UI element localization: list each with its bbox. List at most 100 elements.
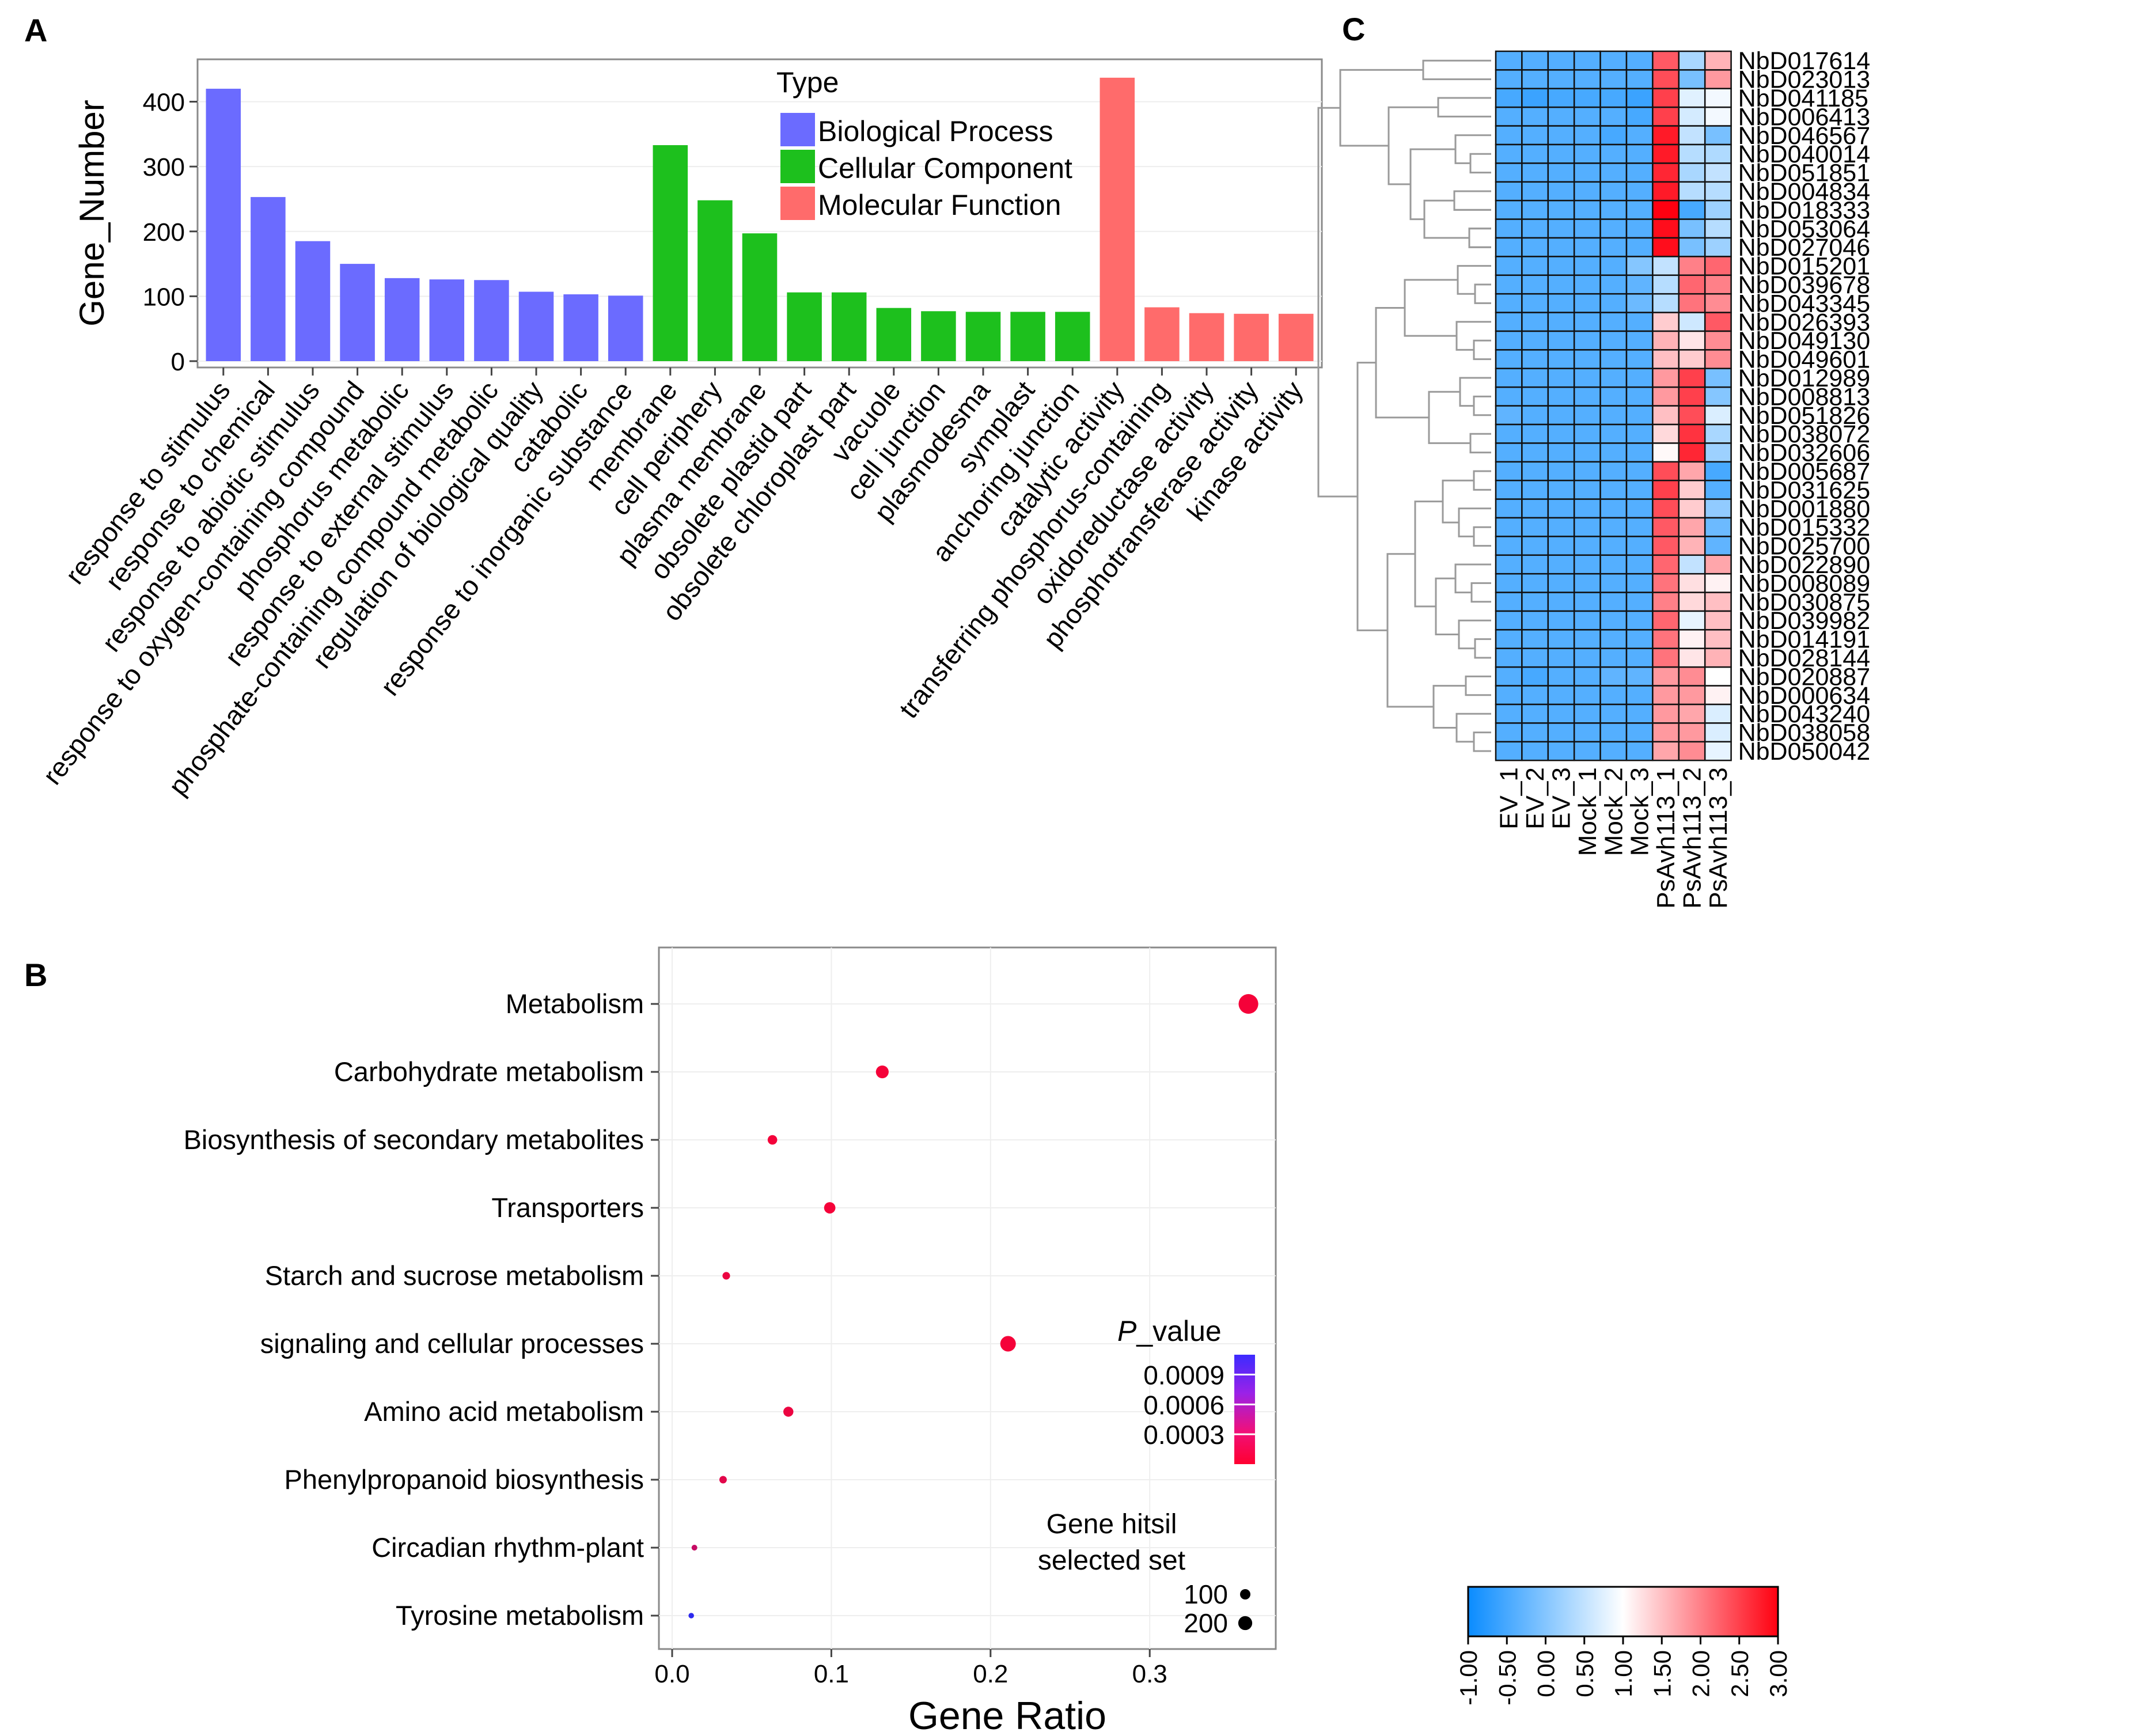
heatmap-cell bbox=[1521, 647, 1549, 668]
heatmap-row-label: NbD023013 bbox=[1738, 66, 1871, 94]
dot-plot-frame bbox=[658, 946, 1277, 1650]
heatmap-cell bbox=[1573, 442, 1601, 463]
heatmap-cell bbox=[1547, 349, 1575, 370]
dot-series bbox=[688, 994, 1258, 1619]
heatmap-cell bbox=[1573, 349, 1601, 370]
heatmap-cell bbox=[1678, 106, 1706, 127]
heatmap-cell bbox=[1495, 69, 1523, 90]
heatmap-cell bbox=[1573, 461, 1601, 482]
heatmap-cell bbox=[1652, 517, 1680, 537]
heatmap-cell bbox=[1678, 88, 1706, 108]
heatmap-row-label: NbD004834 bbox=[1738, 178, 1871, 206]
heatmap-cell bbox=[1652, 218, 1680, 239]
bar-y-axis-title: Gene_Number bbox=[73, 100, 111, 327]
heatmap-cell bbox=[1599, 405, 1628, 426]
heatmap-cell bbox=[1652, 386, 1680, 407]
heatmap-cell bbox=[1547, 293, 1575, 313]
heatmap-cell bbox=[1704, 703, 1732, 724]
bar-y-tick-label: 400 bbox=[143, 89, 185, 117]
heatmap-cell bbox=[1599, 610, 1628, 631]
dendrogram-branch bbox=[1422, 59, 1491, 81]
bar-y-tick-label: 0 bbox=[171, 348, 185, 376]
heatmap-cell bbox=[1599, 517, 1628, 537]
heatmap-row-label: NbD026393 bbox=[1738, 309, 1871, 336]
heatmap-row-label: NbD022890 bbox=[1738, 551, 1871, 579]
bar-legend-title: Type bbox=[776, 66, 839, 98]
heatmap-cell bbox=[1599, 274, 1628, 295]
dot-category-label: Starch and sucrose metabolism bbox=[265, 1260, 644, 1291]
dot-x-tick-label: 0.3 bbox=[1132, 1660, 1167, 1688]
dendrogram-branch bbox=[1317, 107, 1358, 498]
heatmap-row-label: NbD014191 bbox=[1738, 626, 1871, 654]
heatmap-cell bbox=[1547, 442, 1575, 463]
heatmap-cell bbox=[1547, 405, 1575, 426]
dot-category-label: Phenylpropanoid biosynthesis bbox=[285, 1464, 644, 1495]
heatmap-cell bbox=[1678, 423, 1706, 444]
heatmap-cell bbox=[1573, 423, 1601, 444]
heatmap-cell bbox=[1599, 50, 1628, 71]
bar bbox=[787, 292, 822, 361]
heatmap-cell bbox=[1625, 256, 1654, 276]
heatmap-cell bbox=[1652, 685, 1680, 706]
heatmap-cell bbox=[1599, 685, 1628, 706]
heatmap-cell bbox=[1599, 293, 1628, 313]
heatmap-cell bbox=[1704, 442, 1732, 463]
dot-x-tick-label: 0.0 bbox=[654, 1660, 689, 1688]
heatmap-row-label: NbD000634 bbox=[1738, 682, 1871, 710]
heatmap-cell bbox=[1625, 125, 1654, 146]
heatmap-cell bbox=[1547, 629, 1575, 650]
heatmap-column-label: EV_3 bbox=[1548, 767, 1576, 829]
heatmap-cell bbox=[1652, 349, 1680, 370]
heatmap-cell bbox=[1678, 143, 1706, 164]
heatmap-cell bbox=[1652, 293, 1680, 313]
heatmap-cell bbox=[1495, 703, 1523, 724]
heatmap-cell bbox=[1704, 536, 1732, 556]
heatmap-cell bbox=[1547, 50, 1575, 71]
heatmap-row-label: NbD040014 bbox=[1738, 141, 1871, 168]
heatmap-cell bbox=[1678, 256, 1706, 276]
heatmap-cell bbox=[1495, 610, 1523, 631]
dendrogram-branch bbox=[1473, 395, 1491, 416]
heatmap-cell bbox=[1547, 312, 1575, 332]
heatmap-cell bbox=[1704, 312, 1732, 332]
heatmap-cell bbox=[1625, 461, 1654, 482]
heatmap-cell bbox=[1495, 554, 1523, 575]
heatmap-cell bbox=[1704, 554, 1732, 575]
heatmap-cell bbox=[1704, 386, 1732, 407]
legend-swatch-molecular-function bbox=[780, 187, 815, 220]
heatmap-cell bbox=[1678, 367, 1706, 388]
heatmap-cell bbox=[1495, 479, 1523, 500]
heatmap-cell bbox=[1625, 162, 1654, 183]
colorbar-tick-label: -1.00 bbox=[1455, 1650, 1482, 1705]
heatmap-cell bbox=[1573, 554, 1601, 575]
heatmap-cell bbox=[1652, 647, 1680, 668]
heatmap-cell bbox=[1573, 256, 1601, 276]
heatmap-cell bbox=[1652, 610, 1680, 631]
heatmap-cell bbox=[1599, 666, 1628, 687]
dot-category-labels: Metabolism Carbohydrate metabolism Biosynt… bbox=[184, 988, 659, 1631]
heatmap-cell bbox=[1704, 199, 1732, 220]
heatmap-cell bbox=[1599, 125, 1628, 146]
heatmap-cell bbox=[1521, 685, 1549, 706]
heatmap-cell bbox=[1573, 517, 1601, 537]
dendrogram-branch bbox=[1375, 307, 1429, 419]
heatmap-cell bbox=[1704, 498, 1732, 519]
heatmap-cell bbox=[1521, 256, 1549, 276]
heatmap-cell bbox=[1599, 461, 1628, 482]
heatmap-cell bbox=[1521, 274, 1549, 295]
heatmap-cell bbox=[1547, 143, 1575, 164]
dendrogram-branch bbox=[1469, 433, 1491, 454]
heatmap-cell bbox=[1521, 666, 1549, 687]
bar bbox=[1144, 307, 1180, 361]
colorbar-tick-label: 0.50 bbox=[1571, 1650, 1598, 1697]
p-value-title-italic: P bbox=[1117, 1315, 1137, 1347]
heatmap-cell bbox=[1704, 405, 1732, 426]
heatmap-cell bbox=[1625, 536, 1654, 556]
heatmap-row-label: NbD043345 bbox=[1738, 290, 1871, 317]
heatmap-cell bbox=[1625, 218, 1654, 239]
heatmap-cell bbox=[1495, 199, 1523, 220]
heatmap-cell bbox=[1573, 498, 1601, 519]
panel-label-a: A bbox=[24, 12, 47, 48]
